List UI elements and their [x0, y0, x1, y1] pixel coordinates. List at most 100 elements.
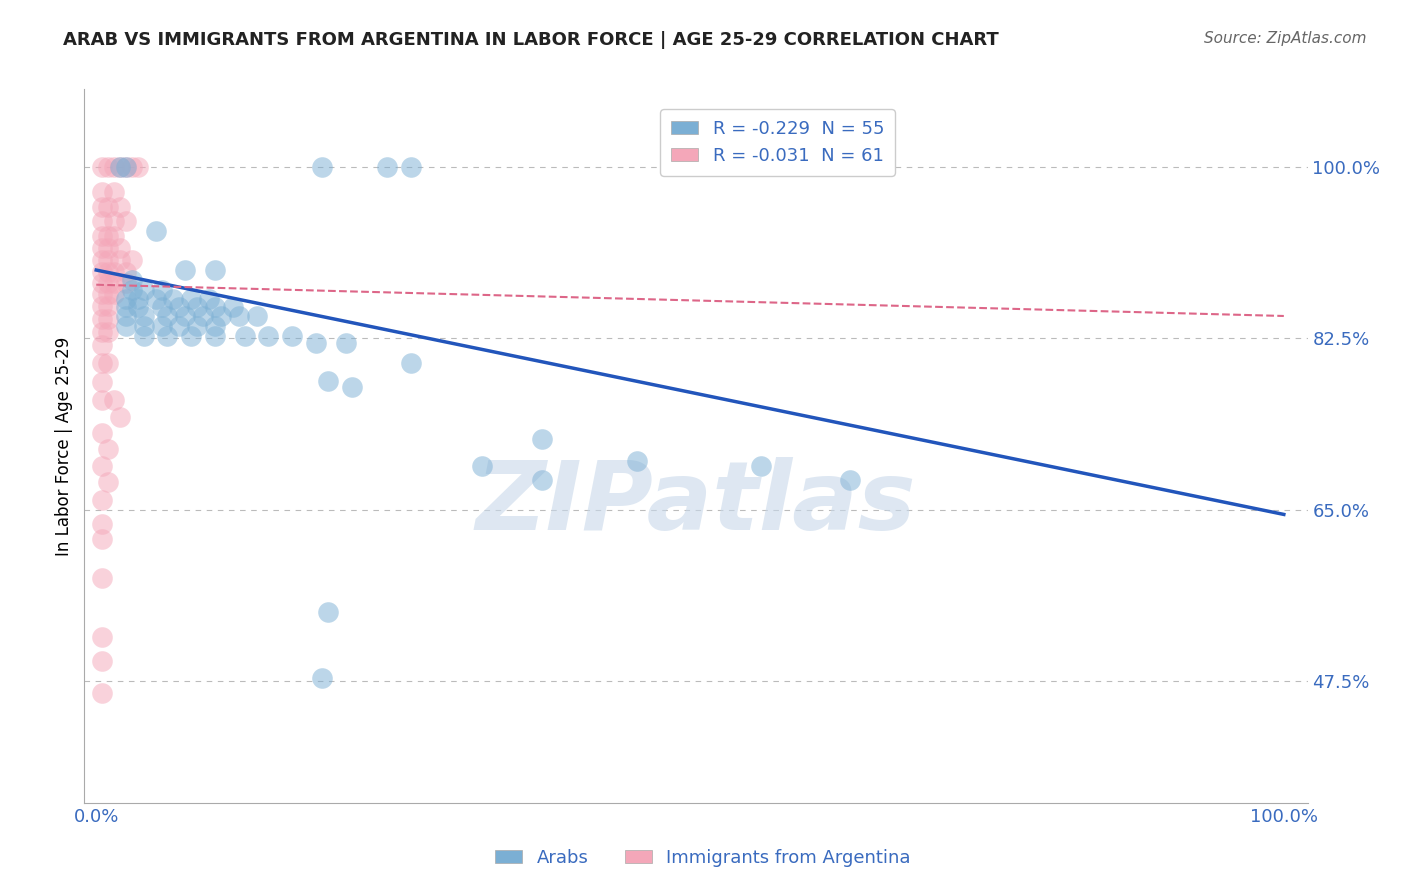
Point [91, 299, 114, 313]
Point [115, 293, 138, 307]
Point [97, 442, 120, 456]
Point [115, 214, 138, 228]
Point [97, 299, 120, 313]
Point [204, 300, 226, 314]
Point [204, 263, 226, 277]
Point [209, 309, 232, 323]
Point [530, 432, 553, 446]
Point [174, 263, 197, 277]
Point [132, 318, 155, 333]
Point [91, 571, 114, 585]
Point [132, 309, 155, 323]
Point [222, 300, 245, 314]
Point [626, 453, 648, 467]
Point [97, 241, 120, 255]
Point [150, 318, 173, 333]
Point [97, 475, 120, 490]
Point [103, 161, 125, 175]
Text: Source: ZipAtlas.com: Source: ZipAtlas.com [1204, 31, 1367, 46]
Point [91, 200, 114, 214]
Point [91, 686, 114, 700]
Point [97, 200, 120, 214]
Point [108, 241, 131, 255]
Point [121, 273, 143, 287]
Point [91, 376, 114, 390]
Point [127, 161, 149, 175]
Point [127, 293, 149, 307]
Point [228, 309, 250, 323]
Point [103, 265, 125, 279]
Point [108, 200, 131, 214]
Point [91, 392, 114, 407]
Point [103, 214, 125, 228]
Point [191, 309, 214, 323]
Legend: R = -0.229  N = 55, R = -0.031  N = 61: R = -0.229 N = 55, R = -0.031 N = 61 [661, 109, 894, 176]
Point [97, 356, 120, 370]
Point [103, 228, 125, 243]
Point [115, 265, 138, 279]
Point [103, 287, 125, 301]
Point [335, 336, 357, 351]
Point [316, 605, 339, 619]
Point [91, 517, 114, 532]
Point [311, 671, 333, 685]
Point [91, 214, 114, 228]
Point [103, 392, 125, 407]
Point [375, 161, 398, 175]
Point [186, 318, 208, 333]
Point [145, 224, 167, 238]
Point [91, 228, 114, 243]
Point [103, 185, 125, 199]
Point [97, 253, 120, 268]
Point [103, 276, 125, 290]
Point [97, 312, 120, 326]
Text: ARAB VS IMMIGRANTS FROM ARGENTINA IN LABOR FORCE | AGE 25-29 CORRELATION CHART: ARAB VS IMMIGRANTS FROM ARGENTINA IN LAB… [63, 31, 1000, 49]
Point [399, 356, 422, 370]
Point [91, 241, 114, 255]
Point [150, 283, 173, 297]
Point [91, 458, 114, 473]
Point [340, 380, 363, 394]
Point [204, 328, 226, 343]
Point [91, 185, 114, 199]
Point [145, 293, 167, 307]
Point [305, 336, 328, 351]
Point [91, 426, 114, 441]
Point [97, 265, 120, 279]
Point [115, 161, 138, 175]
Point [115, 318, 138, 333]
Point [180, 293, 202, 307]
Point [91, 532, 114, 546]
Point [132, 283, 155, 297]
Point [162, 293, 184, 307]
Point [115, 300, 138, 314]
Point [749, 458, 772, 473]
Point [281, 328, 304, 343]
Point [115, 309, 138, 323]
Point [97, 325, 120, 339]
Point [121, 253, 143, 268]
Point [91, 492, 114, 507]
Point [198, 293, 221, 307]
Point [169, 318, 191, 333]
Point [150, 300, 173, 314]
Point [233, 328, 256, 343]
Y-axis label: In Labor Force | Age 25-29: In Labor Force | Age 25-29 [55, 336, 73, 556]
Point [108, 409, 131, 424]
Point [91, 265, 114, 279]
Point [156, 309, 179, 323]
Point [471, 458, 494, 473]
Point [91, 356, 114, 370]
Point [97, 287, 120, 301]
Point [257, 328, 280, 343]
Point [91, 161, 114, 175]
Point [91, 338, 114, 352]
Point [245, 309, 267, 323]
Point [127, 300, 149, 314]
Point [156, 328, 179, 343]
Point [174, 309, 197, 323]
Point [186, 300, 208, 314]
Point [97, 276, 120, 290]
Point [97, 228, 120, 243]
Point [115, 161, 138, 175]
